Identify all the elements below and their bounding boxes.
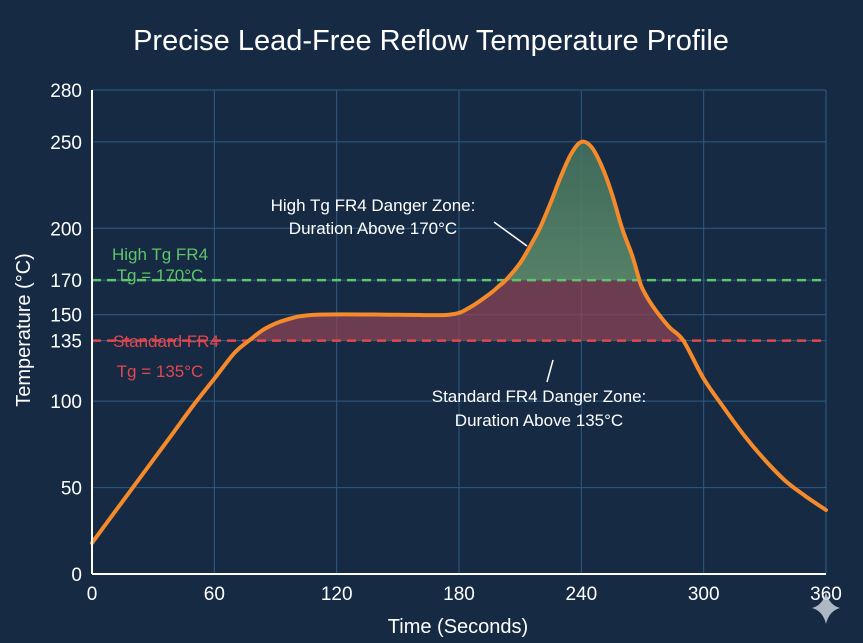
x-axis-label: Time (Seconds) — [388, 616, 528, 638]
y-tick-label-170: 170 — [50, 271, 82, 292]
high-tg-zone-annotation-line1: High Tg FR4 Danger Zone: — [271, 196, 476, 215]
x-tick-label-120: 120 — [321, 584, 353, 605]
y-tick-label-50: 50 — [61, 479, 82, 500]
high-tg-zone-pointer — [493, 221, 528, 247]
y-tick-label-280: 280 — [50, 81, 82, 102]
chart-title: Precise Lead-Free Reflow Temperature Pro… — [133, 25, 729, 57]
x-tick-label-240: 240 — [565, 584, 597, 605]
high-tg-label-line2: Tg = 170°C — [117, 266, 204, 285]
temperature-curve-layer — [90, 139, 828, 545]
y-tick-label-0: 0 — [71, 565, 82, 586]
y-tick-label-135: 135 — [50, 332, 82, 353]
x-tick-label-60: 60 — [204, 584, 225, 605]
y-tick-label-250: 250 — [50, 133, 82, 154]
y-tick-label-200: 200 — [50, 219, 82, 240]
reference-lines — [92, 278, 826, 342]
standard-label-line2: Tg = 135°C — [117, 362, 204, 381]
x-tick-label-0: 0 — [87, 584, 98, 605]
high-tg-label-line1: High Tg FR4 — [112, 245, 208, 264]
y-axis-label: Temperature (°C) — [13, 253, 35, 407]
y-tick-label-100: 100 — [50, 392, 82, 413]
axis-layer — [91, 90, 826, 575]
x-tick-label-300: 300 — [688, 584, 720, 605]
standard-zone-annotation-line1: Standard FR4 Danger Zone: — [432, 387, 647, 406]
x-tick-label-180: 180 — [443, 584, 475, 605]
tick-labels: 0601201802403003600501001351501702002502… — [50, 81, 842, 605]
standard-zone-pointer — [546, 359, 554, 383]
y-tick-label-150: 150 — [50, 306, 82, 327]
temperature-curve — [90, 139, 828, 545]
sparkle-icon — [812, 592, 840, 624]
standard-zone-annotation-line2: Duration Above 135°C — [455, 411, 623, 430]
standard-label-line1: Standard FR4 — [113, 332, 219, 351]
high-tg-zone-annotation-line2: Duration Above 170°C — [289, 219, 457, 238]
